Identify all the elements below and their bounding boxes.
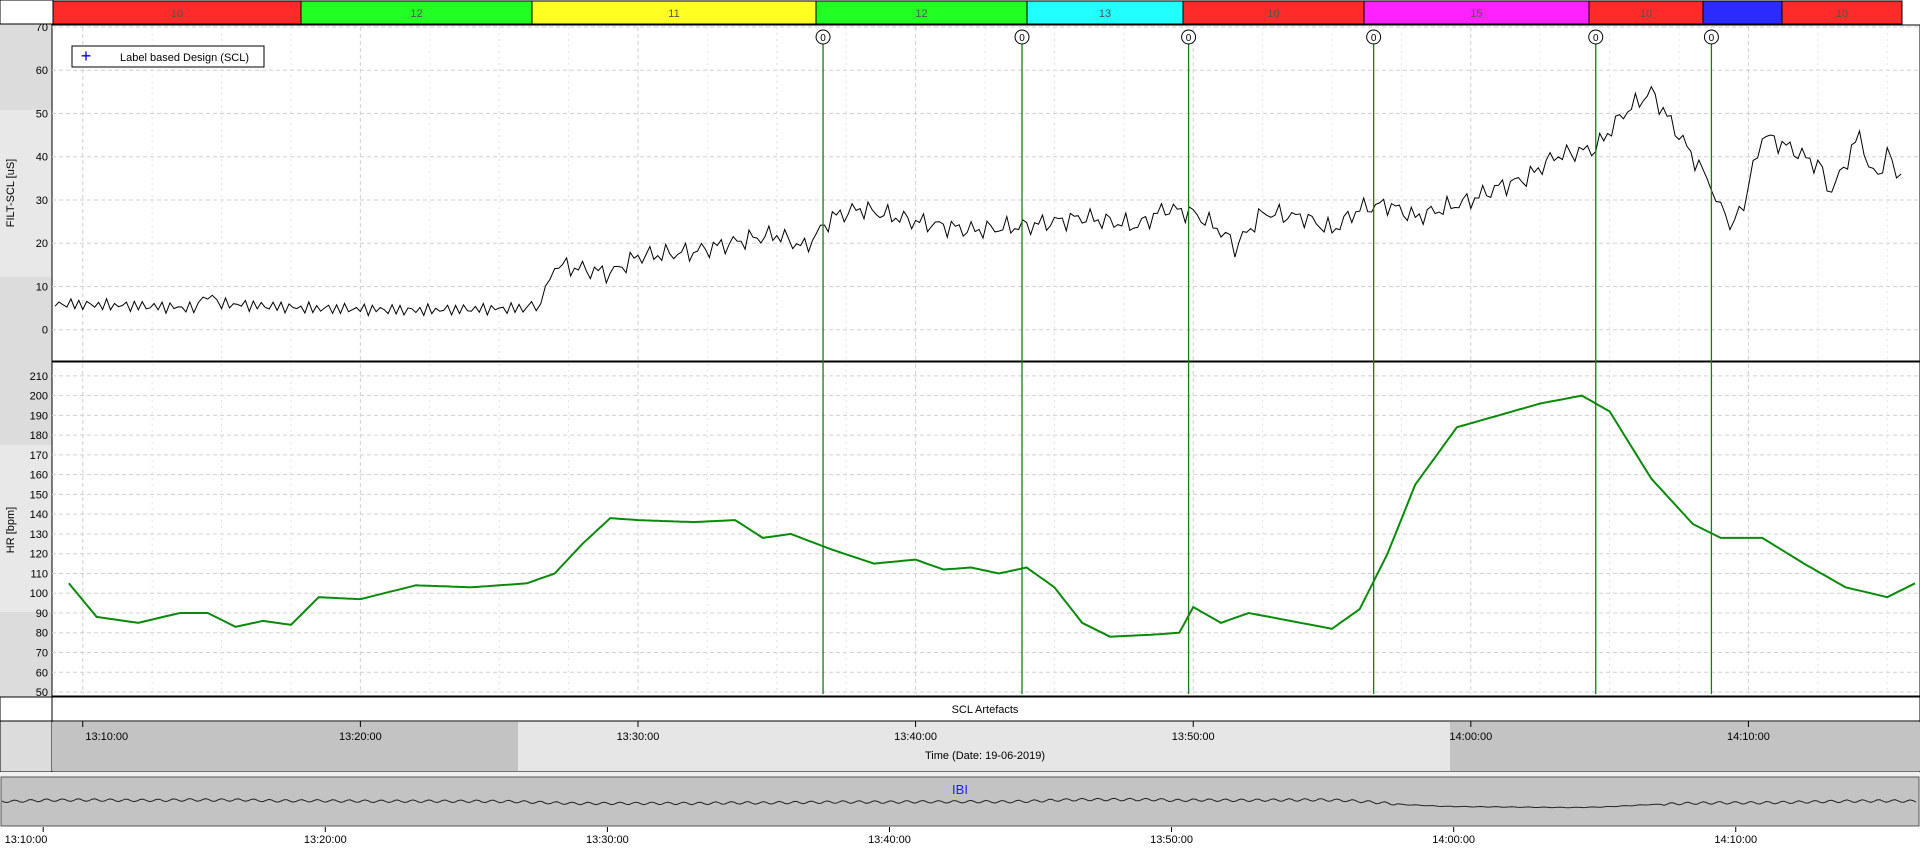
y-tick-label: 150 [30,489,48,501]
condition-segment-label: 15 [1470,8,1482,20]
condition-segment-label: 10 [1640,8,1652,20]
condition-segment-label: 12 [915,8,927,20]
y-tick-label: 120 [30,549,48,561]
y-tick-label: 70 [36,648,48,660]
y-tick-label: 0 [42,325,48,337]
overview-axis-ticks: 13:10:00 13:20:00 13:30:00 13:40:00 13:50:00… [5,827,1757,846]
y-tick-label: 10 [36,281,48,293]
time-axis-ticks: 13:10:00 13:20:00 13:30:00 13:40:00 13:50:00… [82,721,1770,743]
overview-tick-label: 13:30:00 [586,834,629,846]
condition-segment-label: 10 [1836,8,1848,20]
y-tick-label: 60 [36,667,48,679]
y-tick-label: 40 [36,152,48,164]
time-tick-label: 14:00:00 [1449,731,1492,743]
y-tick-label: 50 [36,687,48,699]
condition-bar-gutter [0,0,54,25]
overview-tick-label: 13:10:00 [5,834,48,846]
event-marker-label: 0 [1709,33,1715,44]
time-tick-label: 13:50:00 [1172,731,1215,743]
event-marker-badge[interactable] [1181,29,1197,45]
ibi-series-line [1,797,1917,809]
y-tick-label: 70 [36,22,48,34]
condition-segment[interactable] [1781,0,1903,25]
event-marker-label: 0 [820,33,826,44]
y-tick-label: 140 [30,509,48,521]
event-marker-badge[interactable] [1588,29,1604,45]
y-tick-label: 190 [30,410,48,422]
y-tick-label: 90 [36,608,48,620]
overview-tick-label: 13:50:00 [1150,834,1193,846]
condition-segment-label: 10 [1267,8,1279,20]
event-marker-badge[interactable] [1014,29,1030,45]
event-marker-label: 0 [1019,33,1025,44]
event-marker-label: 0 [1371,33,1377,44]
hr-axis-band [0,445,52,612]
scl-axis-band [0,110,52,277]
time-tick-label: 13:40:00 [894,731,937,743]
event-marker-badge[interactable] [1366,29,1382,45]
condition-segment-label: 10 [171,8,183,20]
artefacts-gutter [0,696,53,722]
artefacts-label: SCL Artefacts [952,704,1019,716]
time-tick-label: 13:20:00 [339,731,382,743]
y-tick-label: 160 [30,470,48,482]
condition-bar: 10 12 11 12 13 10 15 10 10 [0,0,1903,25]
overview-tick-label: 14:00:00 [1432,834,1475,846]
overview-tick-label: 14:10:00 [1714,834,1757,846]
hr-ticks: 50 60 70 80 90 100 110 120 130 140 150 160 170 180 190… [30,371,48,699]
event-marker-badge[interactable] [1703,29,1719,45]
ibi-label: IBI [952,782,968,797]
event-marker-label: 0 [1186,33,1192,44]
legend-label: Label based Design (SCL) [120,52,249,64]
hr-panel [51,361,1920,697]
y-tick-label: 60 [36,65,48,77]
scl-axis-label: FILT-SCL [uS] [5,159,17,227]
y-tick-label: 180 [30,430,48,442]
event-markers: 0 0 0 0 0 0 [815,29,1719,694]
condition-segment-label: 12 [410,8,422,20]
overview-tick-label: 13:40:00 [868,834,911,846]
separator [0,772,1920,777]
condition-segment-label: 11 [668,8,679,20]
event-marker-badge[interactable] [815,29,831,45]
y-tick-label: 110 [30,568,48,580]
time-tick-label: 13:10:00 [85,731,128,743]
hr-series-line [68,394,1916,638]
y-tick-label: 200 [30,391,48,403]
time-tick-label: 14:10:00 [1727,731,1770,743]
event-marker-label: 0 [1593,33,1599,44]
time-axis-gutter [0,720,53,773]
time-axis-label: Time (Date: 19-06-2019) [925,750,1045,762]
time-axis-shade-left [52,722,518,771]
overview-tick-label: 13:20:00 [304,834,347,846]
scl-grid [52,26,1920,360]
scl-panel [51,24,1920,362]
y-tick-label: 210 [30,371,48,383]
artefacts-row[interactable] [51,696,1920,722]
legend[interactable]: + Label based Design (SCL) [71,45,265,68]
y-tick-label: 130 [30,529,48,541]
y-tick-label: 170 [30,450,48,462]
y-tick-label: 50 [36,108,48,120]
condition-segment-label: 13 [1099,8,1111,20]
ibi-overview[interactable] [0,776,1920,827]
y-tick-label: 20 [36,238,48,250]
scl-ticks: 0 10 20 30 40 50 60 70 [36,22,48,337]
y-tick-label: 80 [36,628,48,640]
overview-axis [0,827,1920,854]
time-axis-shade-right [1450,722,1920,771]
hr-axis-label: HR [bpm] [5,507,17,553]
y-tick-label: 100 [30,588,48,600]
condition-segment[interactable] [1702,0,1783,25]
legend-box [71,45,265,68]
hr-grid [52,364,1920,694]
scl-series-line [54,85,1902,318]
plus-icon: + [81,46,92,66]
time-tick-label: 13:30:00 [617,731,660,743]
y-tick-label: 30 [36,195,48,207]
